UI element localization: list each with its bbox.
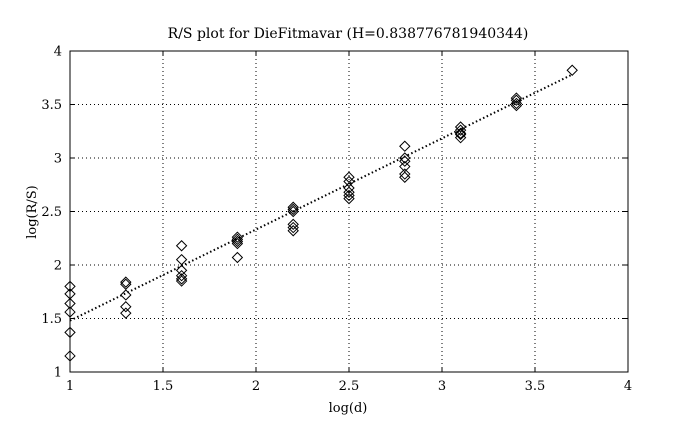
data-point-diamond [287,203,299,216]
data-point-diamond [120,307,132,319]
data-point-diamond [231,233,244,246]
y-tick-label: 1 [54,366,62,381]
y-tick-labels: 1 1.5 2 2.5 3 3.5 4 [41,45,62,381]
data-point-diamond [64,297,76,310]
data-point-diamond [343,175,355,188]
x-axis-label: log(d) [329,401,368,416]
data-point-diamond [454,128,467,141]
data-point-diamond [399,171,411,183]
data-point-diamond [566,64,578,76]
y-tick-label: 4 [54,45,62,60]
axis-ticks [69,50,629,373]
data-point-diamond [343,189,355,202]
data-point-diamond [175,275,188,287]
y-tick-label: 2 [54,259,62,274]
y-tick-label: 2.5 [41,205,62,220]
data-point-diamond [175,240,188,252]
data-point-diamond [287,225,299,237]
data-point-diamond [399,168,411,180]
data-point-diamond [64,350,76,362]
y-tick-label: 3 [54,152,62,167]
data-point-diamond [175,273,188,285]
data-point-diamond [120,276,132,288]
data-point-diamond [64,306,76,318]
grid [70,51,628,372]
data-point-diamond [120,301,132,313]
data-point-diamond [343,171,355,183]
data-point-diamond [343,186,355,198]
data-point-diamond [510,99,523,112]
x-tick-label: 3 [438,379,446,394]
data-point-diamond [399,155,411,167]
x-tick-label: 2.5 [339,379,360,394]
x-tick-label: 1.5 [153,379,174,394]
x-tick-label: 4 [624,379,632,394]
data-point-diamond [287,221,299,234]
fit-line [69,73,573,322]
data-point-diamond [454,124,467,136]
data-point-diamond [64,280,76,293]
data-point-diamond [64,326,76,339]
data-point-diamond [287,205,299,218]
data-point-diamond [510,97,523,110]
data-point-diamond [120,289,132,301]
data-point-diamond [454,121,467,133]
chart-title: R/S plot for DieFitmavar (H=0.8387767819… [168,26,529,42]
y-axis-label: log(R/S) [25,185,40,239]
x-tick-label: 1 [66,379,74,394]
data-point-diamond [510,92,523,104]
data-point-diamond [343,192,355,205]
y-tick-label: 3.5 [41,98,62,113]
data-point-diamond [287,218,299,231]
x-tick-labels: 1 1.5 2 2.5 3 3.5 4 [66,379,632,394]
x-tick-label: 2 [252,379,260,394]
data-point-diamond [231,235,244,248]
x-tick-label: 3.5 [525,379,546,394]
data-point-diamond [510,94,523,106]
data-point-diamond [454,131,467,144]
data-point-diamond [287,201,299,213]
data-point-diamond [231,231,244,243]
data-point-diamond [175,269,188,282]
y-tick-label: 1.5 [41,312,62,327]
data-points [64,64,578,362]
data-point-diamond [231,237,244,250]
data-point-diamond [399,152,411,164]
data-point-diamond [454,127,467,140]
data-point-diamond [399,140,411,152]
data-point-diamond [231,251,244,264]
